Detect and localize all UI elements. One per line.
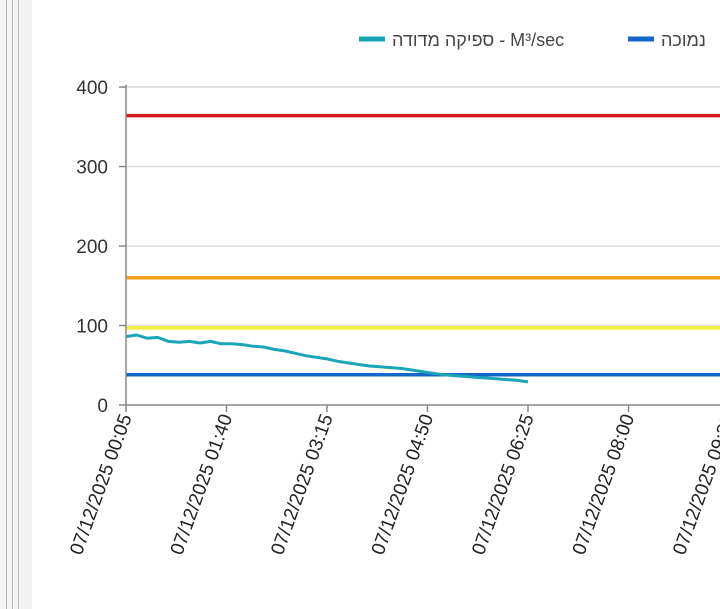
legend-label-low: נמוכה: [661, 30, 706, 50]
chart-panel: ספיקה מדודה - M³/sec נמוכה 400 300 200 100 0…: [32, 0, 720, 609]
window-edge: [0, 0, 32, 609]
x-tick-label: 07/12/2025 06:25: [468, 412, 538, 558]
y-tick-label: 300: [76, 158, 108, 179]
y-tick-label: 200: [76, 237, 108, 258]
legend: ספיקה מדודה - M³/sec נמוכה: [359, 30, 706, 50]
y-tick-label: 0: [97, 396, 108, 417]
x-tick-label: 07/12/2025 00:05: [66, 412, 136, 558]
y-tick-label: 400: [76, 78, 108, 99]
y-axis-ticks: 400 300 200 100 0: [76, 78, 126, 417]
x-tick-label: 07/12/2025 03:15: [267, 412, 337, 558]
threshold-lines: [126, 113, 720, 377]
x-tick-label: 07/12/2025 04:50: [368, 412, 438, 558]
grid: [126, 86, 720, 327]
y-tick-label: 100: [76, 317, 108, 338]
x-tick-label: 07/12/2025 09:35: [669, 412, 720, 558]
legend-label-measured-flow: ספיקה מדודה - M³/sec: [392, 30, 564, 50]
x-axis-ticks: 07/12/2025 00:05 07/12/2025 01:40 07/12/20…: [66, 405, 720, 558]
flow-chart: ספיקה מדודה - M³/sec נמוכה 400 300 200 100 0…: [66, 30, 720, 558]
x-tick-label: 07/12/2025 01:40: [167, 412, 237, 558]
axes: [125, 85, 720, 406]
x-tick-label: 07/12/2025 08:00: [569, 412, 639, 558]
